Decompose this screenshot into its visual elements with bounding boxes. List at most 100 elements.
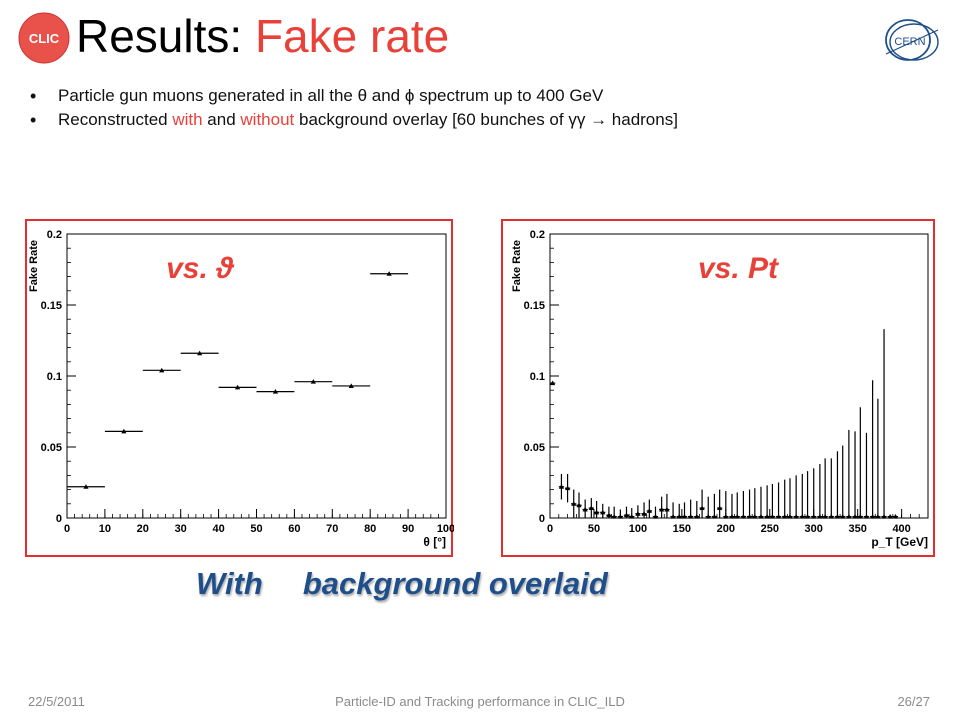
bullet-text: hadrons] [607, 110, 678, 129]
triangle-marker [670, 513, 676, 519]
cern-logo: CERN [885, 19, 939, 61]
triangle-marker [681, 513, 688, 519]
caption-background-overlaid: background overlaid [302, 566, 608, 601]
x-tick-label: 30 [175, 523, 187, 535]
triangle-marker [870, 513, 876, 519]
data-point [699, 489, 705, 518]
triangle-marker [641, 511, 647, 516]
triangle-marker [558, 484, 565, 489]
x-tick-label: 100 [437, 523, 454, 535]
y-tick-label: 0.1 [47, 371, 62, 383]
triangle-marker [699, 505, 705, 511]
x-tick-label: 50 [588, 523, 600, 535]
arrow-right-icon: → [590, 110, 608, 129]
x-tick-label: 400 [892, 523, 910, 535]
y-tick-label: 0.05 [41, 442, 62, 454]
triangle-marker [764, 513, 770, 519]
caption-with: With [196, 566, 263, 601]
triangle-marker [887, 513, 893, 519]
triangle-marker [857, 513, 863, 519]
x-tick-label: 0 [547, 523, 553, 535]
data-point [752, 488, 758, 519]
title-accent: Fake rate [254, 10, 450, 62]
data-point [681, 502, 688, 519]
x-axis-label: p_T [GeV] [871, 535, 928, 549]
data-point [887, 513, 893, 519]
data-point [641, 502, 647, 518]
data-point [863, 432, 870, 519]
data-point [558, 473, 565, 500]
data-point [600, 503, 606, 518]
fake-rate-vs-theta-plot: 0 0.05 0.1 0.15 0.2 0 10 20 30 40 50 60 70 80 90 100 Fak… [25, 219, 454, 557]
data-point [294, 379, 333, 384]
triangle-marker [694, 513, 700, 519]
y-tick-label: 0.05 [524, 442, 545, 454]
x-tick-label: 0 [64, 523, 70, 535]
data-point [746, 489, 753, 519]
data-point [840, 445, 846, 519]
x-tick-label: 60 [288, 523, 300, 535]
data-point [875, 398, 881, 519]
triangle-marker [310, 379, 316, 384]
clic-logo: CLIC [18, 12, 70, 64]
triangle-marker [83, 484, 89, 489]
triangle-marker [793, 513, 799, 519]
bullet-text: Reconstructed [58, 110, 173, 129]
data-point [852, 431, 858, 519]
data-point [67, 484, 105, 489]
data-point [811, 468, 817, 519]
x-tick-label: 50 [250, 523, 262, 535]
data-point [804, 471, 811, 519]
triangle-marker [775, 513, 782, 519]
data-point [834, 451, 841, 519]
triangle-marker [623, 512, 630, 518]
triangle-marker [606, 512, 612, 518]
triangle-marker [635, 511, 641, 516]
data-point [180, 350, 219, 356]
triangle-marker [717, 505, 723, 511]
x-tick-label: 100 [629, 523, 647, 535]
data-point [892, 513, 899, 519]
triangle-marker [799, 513, 805, 519]
data-point [576, 492, 582, 518]
triangle-marker [646, 508, 652, 513]
bullet-list: Particle gun muons generated in all the … [30, 84, 930, 132]
triangle-marker [752, 513, 758, 519]
data-point [218, 384, 257, 390]
triangle-marker [600, 509, 606, 515]
triangle-marker [121, 428, 127, 434]
triangle-marker [348, 383, 354, 388]
footer-title: Particle-ID and Tracking performance in … [335, 694, 625, 709]
data-point [799, 473, 805, 519]
triangle-marker [892, 513, 899, 519]
triangle-marker [769, 513, 776, 519]
highlight-with: with [172, 110, 203, 129]
triangle-marker [234, 384, 241, 390]
data-point [688, 499, 694, 519]
x-tick-label: 300 [805, 523, 823, 535]
triangle-marker [711, 513, 717, 519]
footer-date: 22/5/2011 [28, 694, 85, 709]
data-point [550, 380, 556, 386]
triangle-marker [817, 513, 823, 519]
page-title: Results: Fake rate [76, 6, 449, 66]
data-point [664, 493, 670, 518]
chart-title: vs. Pt [698, 252, 780, 285]
triangle-marker [787, 513, 793, 519]
data-point [782, 479, 788, 519]
data-point [717, 489, 723, 518]
data-point [828, 458, 834, 519]
data-point [370, 271, 409, 276]
x-axis-label: θ [°] [423, 535, 446, 549]
data-point [793, 475, 799, 519]
data-point [787, 478, 793, 519]
data-point [734, 492, 740, 519]
y-tick-label: 0 [539, 513, 545, 525]
triangle-marker [811, 513, 817, 519]
y-axis-label: Fake Rate [28, 240, 40, 292]
data-point [571, 489, 577, 518]
triangle-marker [758, 513, 764, 519]
triangle-marker [746, 513, 753, 519]
triangle-marker [846, 513, 852, 519]
data-point [582, 499, 588, 518]
